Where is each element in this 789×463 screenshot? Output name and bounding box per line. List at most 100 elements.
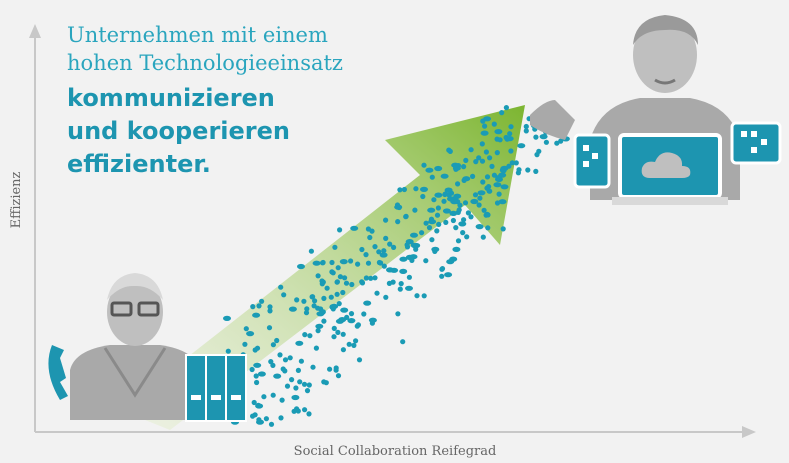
dot [303,310,310,316]
dot [329,269,335,275]
dot [328,294,334,300]
dot [342,275,348,281]
dot [497,137,503,143]
dot [253,362,262,368]
dot [263,416,269,422]
dot [249,366,255,373]
dot [340,347,346,353]
dot [508,148,514,154]
dot [372,275,378,281]
dot [294,297,300,303]
dot [498,172,507,178]
dot [268,421,275,427]
dot [390,279,396,285]
dot [434,165,443,172]
dot [307,333,313,339]
headline-line: hohen Technologieeinsatz [67,51,343,75]
dot [349,281,355,288]
dot [499,167,505,173]
dot [500,184,509,190]
dot [483,116,492,122]
dot [410,232,418,238]
dot [523,123,529,130]
dot [460,230,466,236]
dot [246,331,255,337]
dot [383,217,389,223]
dot [427,207,436,213]
dot [368,275,374,281]
dot [361,311,367,317]
dot [337,227,343,233]
dot [503,105,509,111]
dot [405,239,414,245]
dot [306,411,312,417]
folder-labels [191,395,241,400]
dot [486,188,492,194]
dot [485,225,491,231]
dot [289,377,295,383]
dot [348,311,355,317]
dot [431,246,440,252]
dot [413,186,419,192]
dot [479,141,485,147]
dot [481,207,487,213]
dot [298,358,304,364]
folders [185,354,247,422]
dot [525,167,531,173]
dot [482,123,488,129]
dot [252,412,258,418]
dot [256,303,262,309]
dot [363,275,369,281]
dot [288,306,297,312]
dot [365,226,371,232]
dot [412,207,418,213]
dot [409,257,415,263]
dot [391,244,397,250]
dot [267,308,273,314]
dot [508,124,514,130]
dot [431,197,437,203]
dot [365,260,372,266]
dot [426,225,433,231]
dot [340,289,346,296]
dot [274,337,280,344]
dot [335,265,341,271]
dot [450,199,459,205]
dot [429,174,435,180]
dot [293,385,299,391]
dot [277,352,283,358]
dot [321,379,327,385]
dot [331,325,337,331]
dot [513,160,519,166]
dot [444,272,453,278]
dot [319,281,325,287]
dot [458,221,467,227]
dot [397,187,403,193]
dot [507,131,513,137]
dot [333,365,339,371]
dot [348,258,354,264]
dot [334,279,340,285]
dot [468,147,474,153]
dot [343,280,350,286]
growth-arrow [120,105,525,430]
dot [297,263,305,270]
dot [419,230,425,236]
dot [399,256,408,262]
dot [335,329,341,335]
dot [493,182,502,188]
dot-cloud [157,105,570,427]
dot [420,193,426,200]
dot [329,304,335,310]
dot [273,373,282,379]
dot [253,373,259,379]
y-axis-label: Effizienz [9,171,24,228]
dot [254,379,260,386]
dot [306,382,312,388]
dot [301,381,308,387]
dot [509,160,515,166]
dot [558,138,564,144]
dot [372,244,378,250]
dot [242,341,248,347]
dot [470,198,479,205]
